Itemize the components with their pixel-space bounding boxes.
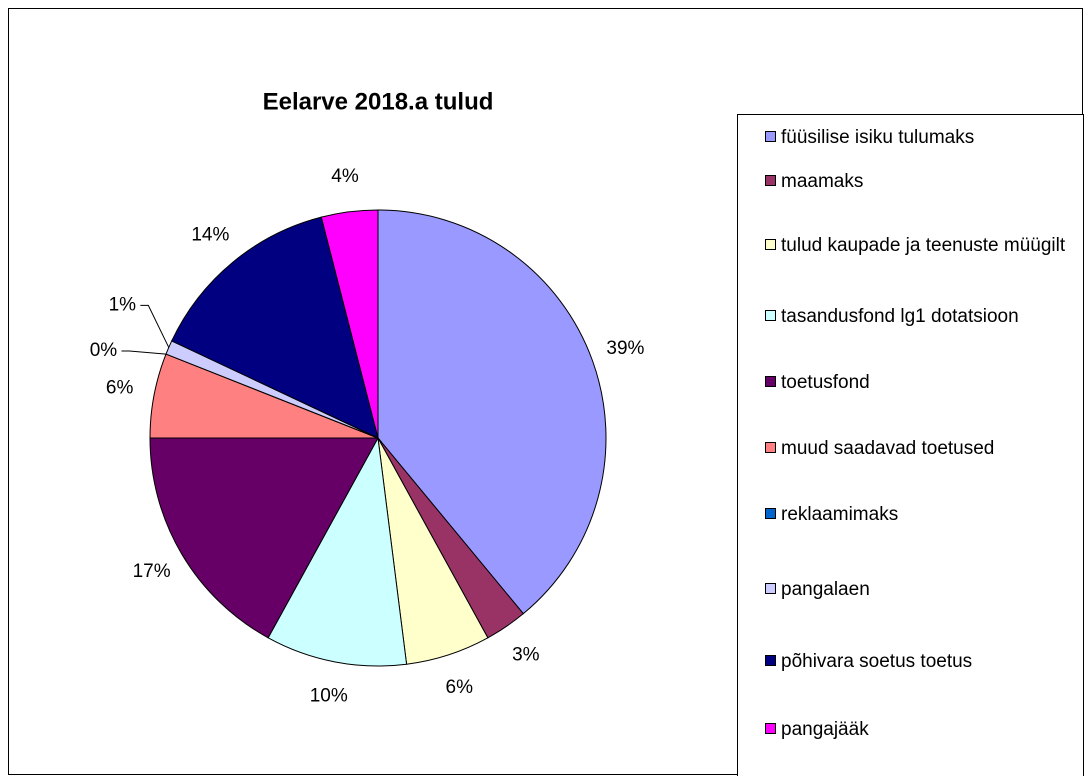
legend-swatch: [765, 723, 776, 734]
pie-slice: [171, 216, 379, 439]
legend-swatch: [765, 508, 776, 519]
legend-label: reklaamimaks: [781, 503, 899, 525]
legend-label: põhivara soetus toetus: [781, 650, 973, 672]
legend-label: tulud kaupade ja teenuste müügilt: [781, 234, 1066, 256]
legend-label: füüsilise isiku tulumaks: [781, 126, 975, 148]
chart-title: Eelarve 2018.a tulud: [263, 88, 494, 115]
data-label: 3%: [512, 645, 540, 666]
legend-label: muud saadavad toetused: [781, 437, 995, 459]
data-label: 1%: [109, 294, 137, 315]
pie-slice: [377, 209, 607, 615]
legend-label: pangalaen: [781, 578, 870, 600]
legend-swatch: [765, 655, 776, 666]
data-label: 14%: [191, 224, 229, 245]
legend-label: pangajääk: [781, 718, 869, 740]
data-label: 6%: [106, 378, 134, 399]
legend-swatch: [765, 310, 776, 321]
legend-swatch: [765, 376, 776, 387]
data-label: 17%: [133, 561, 171, 582]
pie-slice: [267, 436, 408, 667]
data-label: 10%: [310, 685, 348, 706]
data-label: 6%: [446, 677, 474, 698]
legend-swatch: [765, 583, 776, 594]
data-label: 39%: [606, 338, 644, 359]
legend-label: tasandusfond lg1 dotatsioon: [781, 305, 1019, 327]
legend-box: [737, 114, 1084, 776]
legend-swatch: [765, 131, 776, 142]
legend-label: toetusfond: [781, 371, 870, 393]
pie-slice: [320, 209, 379, 439]
data-label: 0%: [90, 340, 118, 361]
data-label: 4%: [331, 166, 359, 187]
legend-swatch: [765, 442, 776, 453]
leader-line: [121, 350, 167, 355]
legend-swatch: [765, 239, 776, 250]
legend-swatch: [765, 175, 776, 186]
pie-slice: [149, 437, 379, 639]
leader-line: [140, 304, 170, 348]
legend-label: maamaks: [781, 170, 864, 192]
